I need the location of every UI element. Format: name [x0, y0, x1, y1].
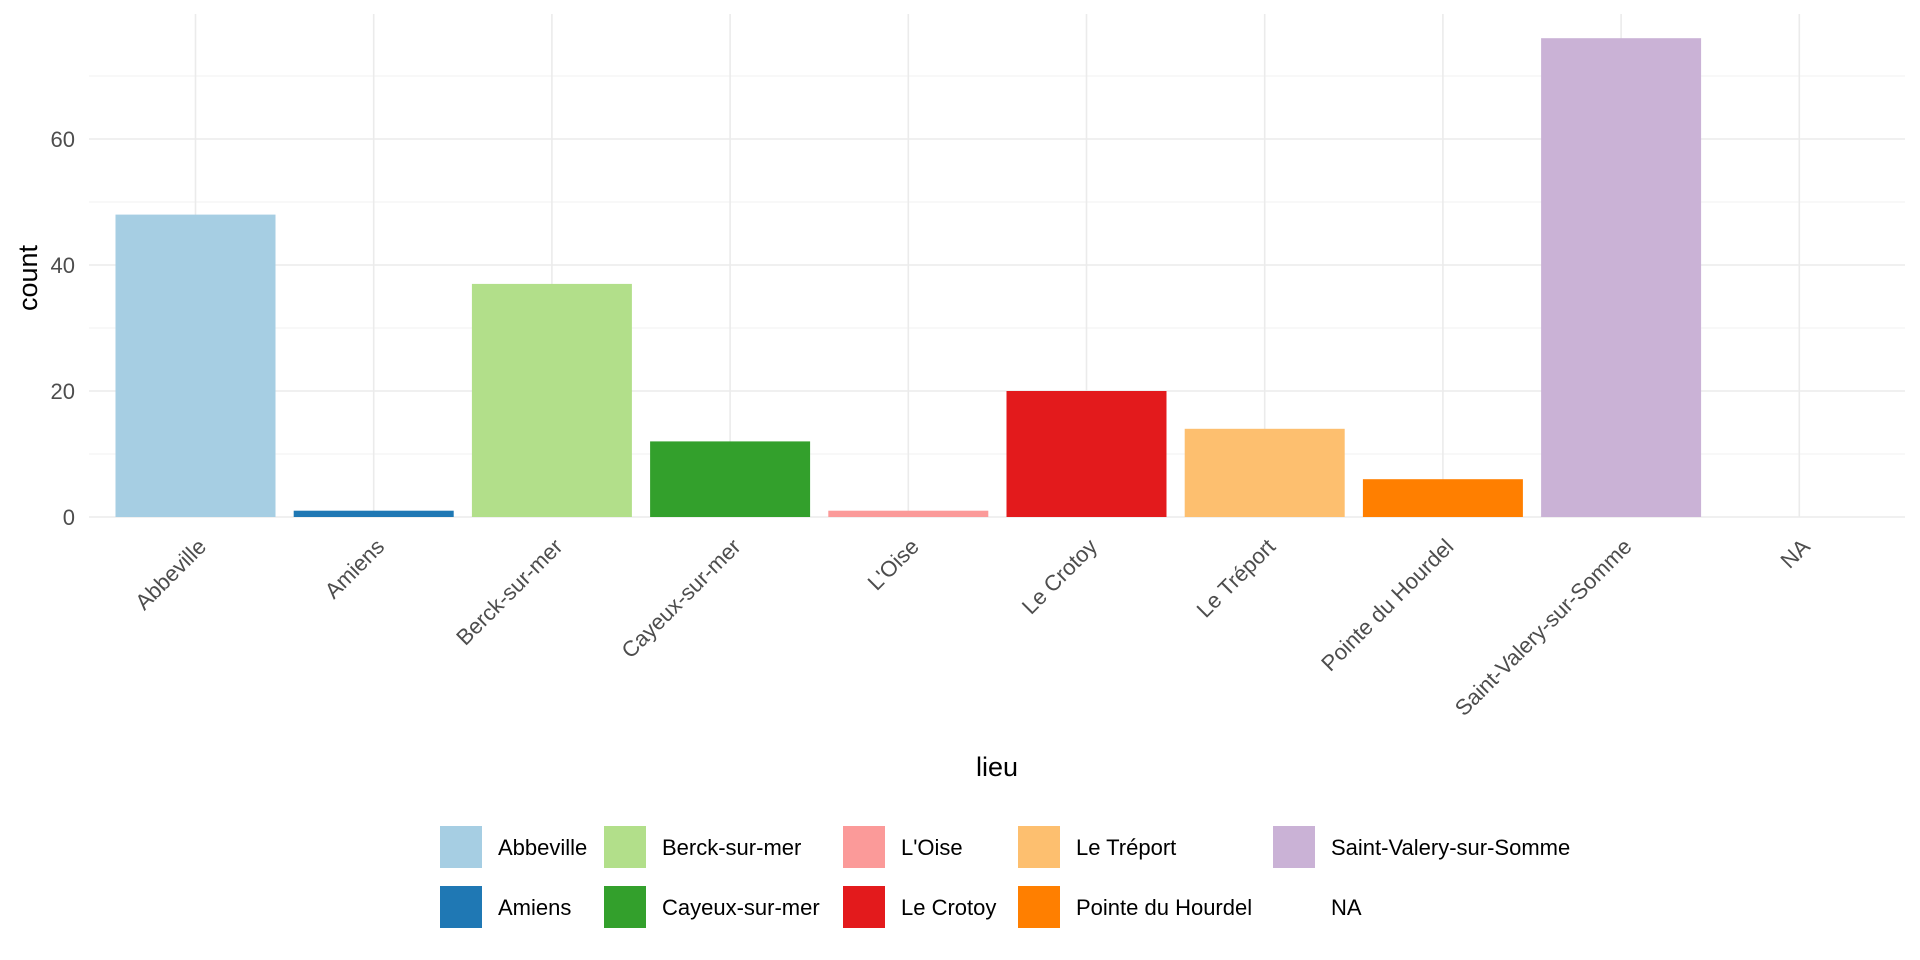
legend-label: L'Oise [901, 835, 963, 860]
legend-key [843, 826, 885, 868]
bars [115, 38, 1702, 517]
x-tick-label-le-crotoy: Le Crotoy [1017, 534, 1102, 619]
legend-label: Le Tréport [1076, 835, 1176, 860]
legend-item-le-treport: Le Tréport [1018, 826, 1176, 868]
bar-saint-valery-sur-somme [1541, 38, 1702, 517]
x-tick-label-le-treport: Le Tréport [1192, 534, 1281, 623]
legend-label: Abbeville [498, 835, 587, 860]
legend-item-le-crotoy: Le Crotoy [843, 886, 996, 928]
legend-item-pointe-du-hourdel: Pointe du Hourdel [1018, 886, 1252, 928]
bar-le-treport [1184, 428, 1345, 517]
bar-cayeux-sur-mer [650, 441, 811, 517]
legend-key [440, 886, 482, 928]
legend-item-na: NA [1273, 886, 1362, 928]
y-tick-label: 60 [51, 127, 75, 152]
x-tick-label-na: NA [1776, 534, 1816, 574]
x-tick-label-berck-sur-mer: Berck-sur-mer [451, 534, 567, 650]
legend-item-abbeville: Abbeville [440, 826, 587, 868]
bar-pointe-du-hourdel [1362, 479, 1523, 517]
legend-item-amiens: Amiens [440, 886, 571, 928]
bar-abbeville [115, 214, 276, 517]
x-tick-label-cayeux-sur-mer: Cayeux-sur-mer [616, 534, 745, 663]
y-axis-title: count [13, 244, 43, 311]
legend-key [604, 826, 646, 868]
legend-label: Amiens [498, 895, 571, 920]
bar-l-oise [828, 510, 989, 517]
x-axis-title: lieu [976, 752, 1018, 782]
legend-label: Cayeux-sur-mer [662, 895, 820, 920]
legend-label: Pointe du Hourdel [1076, 895, 1252, 920]
legend-label: Berck-sur-mer [662, 835, 801, 860]
y-tick-label: 40 [51, 253, 75, 278]
x-tick-label-abbeville: Abbeville [130, 534, 211, 615]
legend-label: Le Crotoy [901, 895, 996, 920]
legend-key [843, 886, 885, 928]
legend-key [1018, 826, 1060, 868]
legend-label: NA [1331, 895, 1362, 920]
legend-key [1273, 826, 1315, 868]
legend-item-cayeux-sur-mer: Cayeux-sur-mer [604, 886, 820, 928]
bar-berck-sur-mer [471, 283, 632, 517]
x-tick-label-amiens: Amiens [320, 534, 390, 604]
legend-key [604, 886, 646, 928]
legend: Abbeville Amiens Berck-sur-mer Cayeux-sur-m… [440, 826, 1570, 928]
legend-item-berck-sur-mer: Berck-sur-mer [604, 826, 801, 868]
legend-key [1018, 886, 1060, 928]
bar-amiens [293, 510, 454, 517]
x-axis-ticks: Abbeville Amiens Berck-sur-mer Cayeux-sur-m… [130, 534, 1815, 721]
legend-key [1273, 886, 1315, 928]
x-tick-label-pointe-du-hourdel: Pointe du Hourdel [1316, 534, 1458, 676]
legend-label: Saint-Valery-sur-Somme [1331, 835, 1570, 860]
y-tick-label: 0 [63, 505, 75, 530]
bar-le-crotoy [1006, 391, 1167, 517]
x-tick-label-l-oise: L'Oise [863, 534, 924, 595]
x-tick-label-saint-valery-sur-somme: Saint-Valery-sur-Somme [1450, 534, 1637, 721]
legend-item-saint-valery-sur-somme: Saint-Valery-sur-Somme [1273, 826, 1570, 868]
legend-item-l-oise: L'Oise [843, 826, 963, 868]
y-axis-ticks: 0 20 40 60 [51, 127, 75, 530]
y-tick-label: 20 [51, 379, 75, 404]
legend-key [440, 826, 482, 868]
